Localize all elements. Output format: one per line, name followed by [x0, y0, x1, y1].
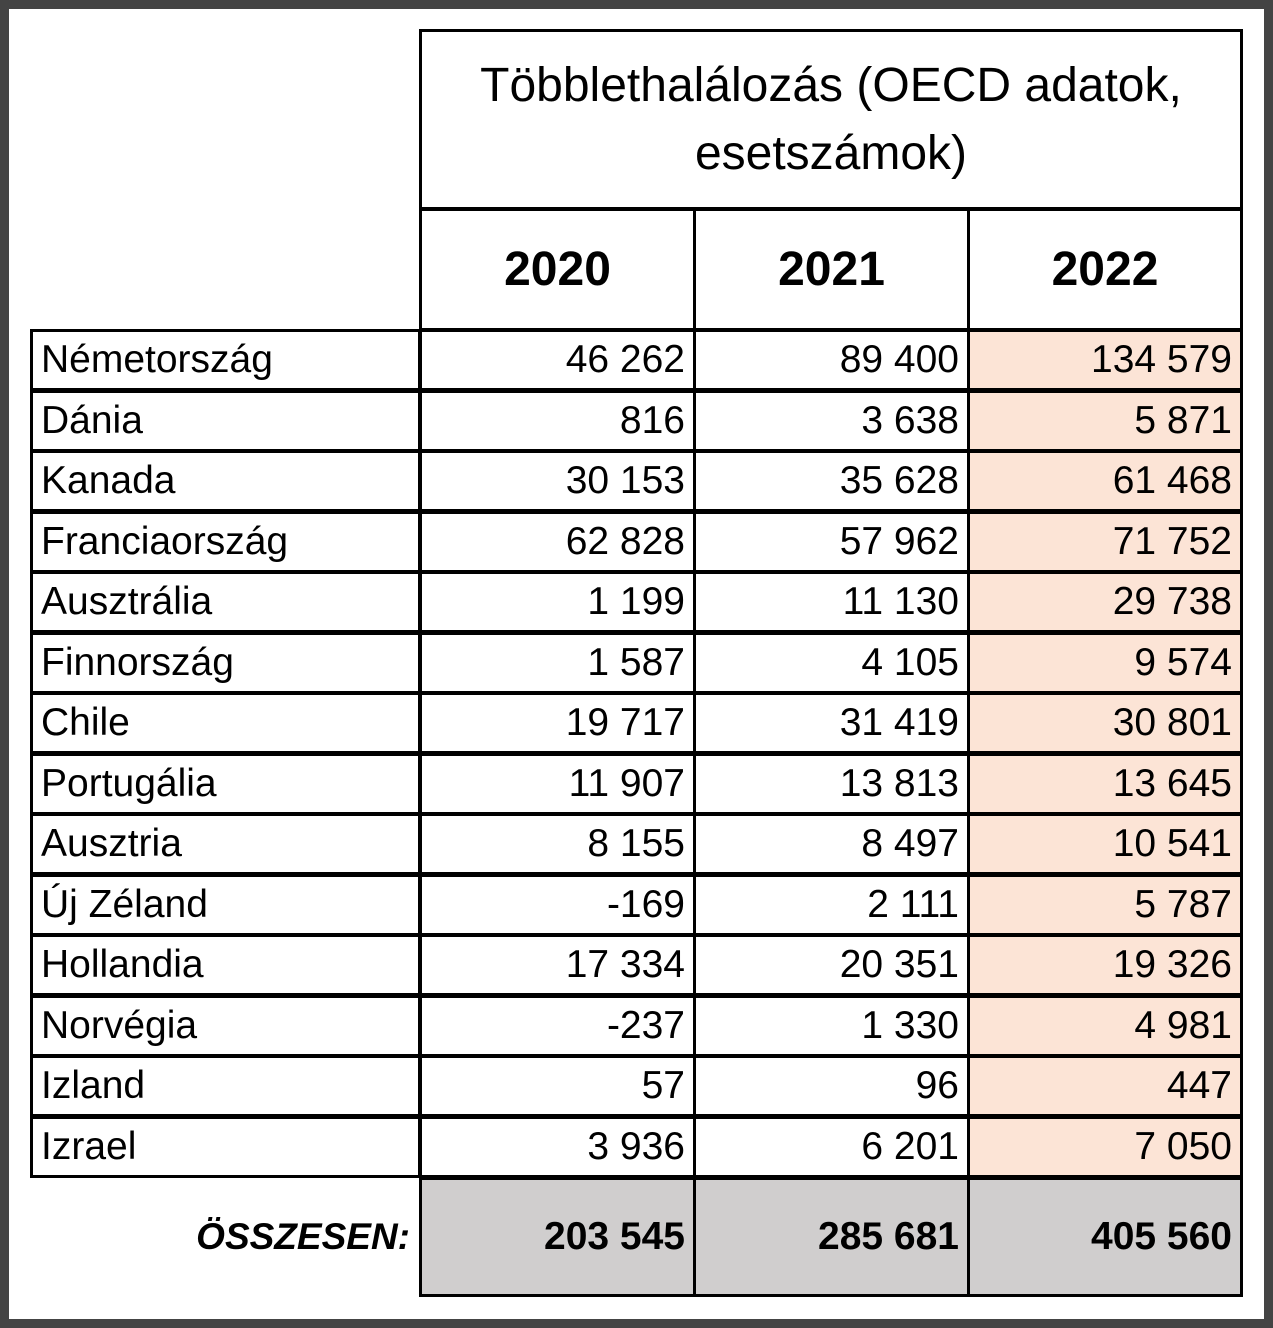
- value-cell-2020: 816: [419, 390, 696, 452]
- country-label: Hollandia: [30, 934, 421, 996]
- value-cell-2022: 134 579: [967, 329, 1243, 391]
- year-header-2021: 2021: [693, 208, 970, 331]
- value-cell-2020: 30 153: [419, 450, 696, 512]
- value-cell-2022: 10 541: [967, 813, 1243, 875]
- value-cell-2022: 13 645: [967, 753, 1243, 815]
- value-cell-2020: 57: [419, 1055, 696, 1117]
- value-cell-2020: 17 334: [419, 934, 696, 996]
- country-label: Chile: [30, 692, 421, 754]
- value-cell-2020: 3 936: [419, 1116, 696, 1178]
- value-cell-2022: 71 752: [967, 511, 1243, 573]
- value-cell-2022: 29 738: [967, 571, 1243, 633]
- value-cell-2022: 7 050: [967, 1116, 1243, 1178]
- country-label: Finnország: [30, 632, 421, 694]
- value-cell-2021: 20 351: [693, 934, 970, 996]
- country-label: Norvégia: [30, 995, 421, 1057]
- country-label: Franciaország: [30, 511, 421, 573]
- country-label: Kanada: [30, 450, 421, 512]
- country-label: Németország: [30, 329, 421, 391]
- value-cell-2021: 35 628: [693, 450, 970, 512]
- country-label: Izland: [30, 1055, 421, 1117]
- value-cell-2020: 11 907: [419, 753, 696, 815]
- value-cell-2020: 62 828: [419, 511, 696, 573]
- value-cell-2022: 447: [967, 1055, 1243, 1117]
- country-label: Izrael: [30, 1116, 421, 1178]
- value-cell-2021: 57 962: [693, 511, 970, 573]
- value-cell-2021: 4 105: [693, 632, 970, 694]
- value-cell-2021: 13 813: [693, 753, 970, 815]
- value-cell-2020: 1 587: [419, 632, 696, 694]
- table-title: Többlethalálozás (OECD adatok, esetszámo…: [419, 29, 1243, 210]
- year-header-2020: 2020: [419, 208, 696, 331]
- country-label: Dánia: [30, 390, 421, 452]
- value-cell-2020: 8 155: [419, 813, 696, 875]
- total-2022: 405 560: [967, 1177, 1243, 1297]
- value-cell-2021: 11 130: [693, 571, 970, 633]
- value-cell-2021: 1 330: [693, 995, 970, 1057]
- value-cell-2021: 2 111: [693, 874, 970, 936]
- value-cell-2022: 19 326: [967, 934, 1243, 996]
- value-cell-2022: 5 871: [967, 390, 1243, 452]
- value-cell-2020: 46 262: [419, 329, 696, 391]
- value-cell-2021: 3 638: [693, 390, 970, 452]
- value-cell-2020: 1 199: [419, 571, 696, 633]
- value-cell-2021: 89 400: [693, 329, 970, 391]
- value-cell-2021: 31 419: [693, 692, 970, 754]
- value-cell-2021: 8 497: [693, 813, 970, 875]
- total-2021: 285 681: [693, 1177, 970, 1297]
- total-label: ÖSSZESEN:: [196, 1216, 410, 1257]
- value-cell-2021: 6 201: [693, 1116, 970, 1178]
- country-label: Ausztria: [30, 813, 421, 875]
- value-cell-2020: 19 717: [419, 692, 696, 754]
- value-cell-2022: 5 787: [967, 874, 1243, 936]
- country-label: Portugália: [30, 753, 421, 815]
- year-header-2022: 2022: [967, 208, 1243, 331]
- value-cell-2022: 30 801: [967, 692, 1243, 754]
- total-2020: 203 545: [419, 1177, 696, 1297]
- value-cell-2021: 96: [693, 1055, 970, 1117]
- country-label: Új Zéland: [30, 874, 421, 936]
- country-label: Ausztrália: [30, 571, 421, 633]
- value-cell-2022: 61 468: [967, 450, 1243, 512]
- value-cell-2020: -169: [419, 874, 696, 936]
- value-cell-2022: 9 574: [967, 632, 1243, 694]
- value-cell-2022: 4 981: [967, 995, 1243, 1057]
- value-cell-2020: -237: [419, 995, 696, 1057]
